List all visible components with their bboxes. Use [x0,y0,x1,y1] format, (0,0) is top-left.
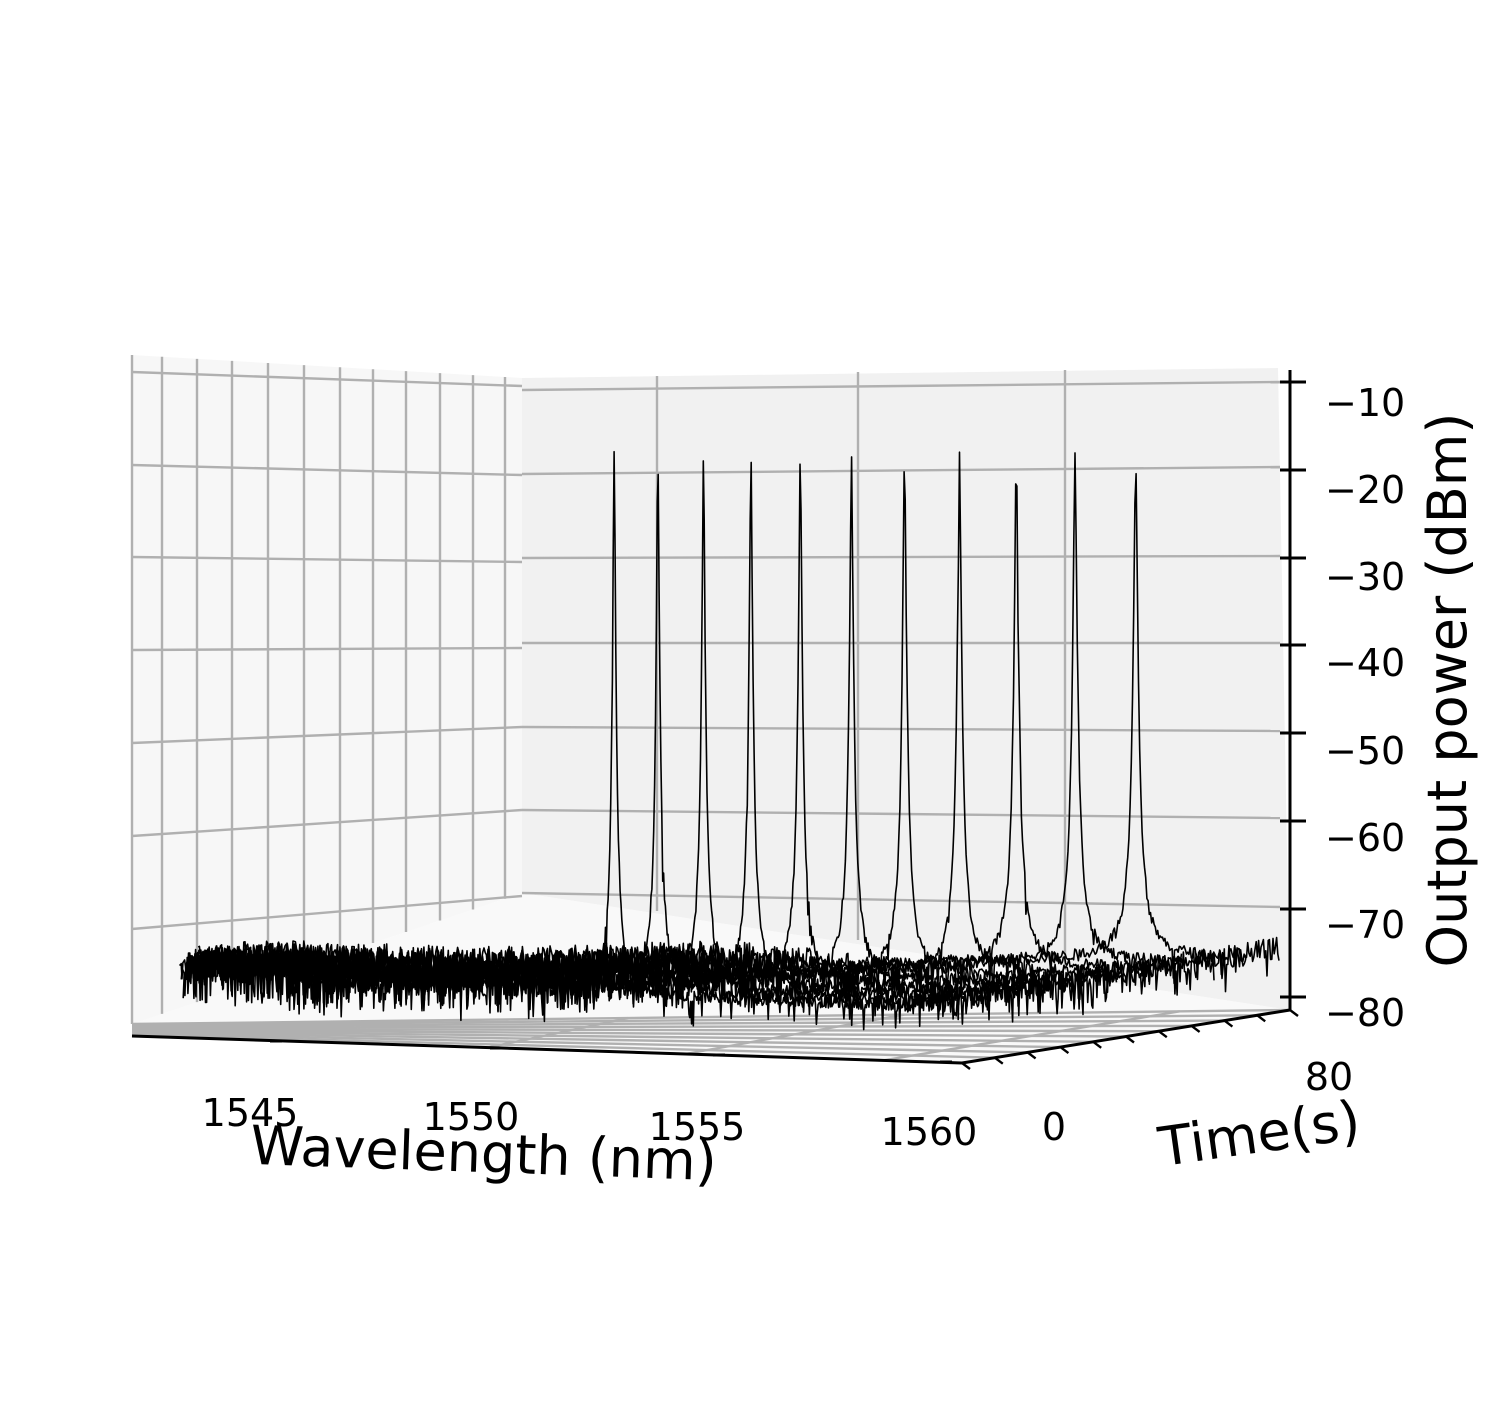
grid-lines [130,355,1291,1065]
left-wall-hgrid-2 [131,555,523,564]
spectra-series [178,450,1280,1031]
y-tick-mark-8 [1223,1019,1234,1028]
back-wall-hgrid-0 [521,380,1281,392]
z-tick-label-7: −80 [1325,991,1405,1035]
floor-gridline-t56 [131,1024,1192,1029]
z-tick-label-6: −70 [1325,903,1405,947]
tick-labels: 1545 1550 1555 1560 0 80 −10 −20 −30 −40 −50 −60 −70… [202,381,1406,1154]
back-pane [522,368,1290,1010]
floor-gridline-t32 [131,1030,1094,1043]
y-tick-mark-10 [1289,1009,1299,1017]
floor-gridline-t80 [131,1008,1291,1026]
x-tick-label-1: 1550 [423,1095,520,1139]
x-tick-label-0: 1545 [202,1091,299,1135]
left-wall-hgrid-6 [131,894,523,931]
spectrum-line-t80 [197,472,1280,997]
floor-gridline-t24 [131,1031,1061,1049]
y-tick-mark-1 [994,1056,1004,1065]
y-axis-label: Time(s) [1154,1088,1364,1179]
floor-gridline-t64 [131,1019,1225,1028]
spectrum-line-t72 [195,452,1248,997]
y-tick-mark-3 [1059,1046,1070,1055]
left-wall-hgrid-3 [131,646,523,652]
x-tick-label-2: 1555 [649,1105,746,1149]
left-wall-hgrid-4 [131,725,523,745]
z-tick-label-0: −10 [1325,381,1405,425]
y-tick-mark-2 [1026,1051,1037,1060]
y-tick-mark-6 [1158,1030,1168,1039]
y-tick-mark-7 [1190,1024,1201,1033]
x-axis-label: Wavelength (nm) [249,1114,717,1193]
axes-lines [131,370,1306,1070]
y-tick-mark-5 [1125,1035,1135,1044]
back-wall-hgrid-5 [521,808,1281,820]
z-axis-label: Output power (dBm) [1416,413,1479,968]
floor-gridline-x1 [487,1016,629,1049]
z-tick-label-3: −40 [1325,641,1405,685]
back-wall-hgrid-6 [521,891,1281,909]
z-tick-label-4: −50 [1325,729,1405,773]
z-tick-label-5: −60 [1325,816,1405,860]
y-tick-mark-9 [1256,1014,1266,1023]
z-tick-label-1: −20 [1325,468,1405,512]
floor-gridline-t40 [131,1028,1127,1038]
z-tick-label-2: −30 [1325,555,1405,599]
floor-gridline-t48 [131,1027,1159,1033]
floor-gridline-x0 [289,1020,353,1043]
floor-gridline-x3 [882,1010,1180,1062]
left-wall-hgrid-1 [131,463,523,477]
y-tick-mark-0 [961,1062,971,1070]
x-tick-label-3: 1560 [881,1110,978,1154]
floor-gridline-t16 [131,1032,1028,1054]
floor-gridline-t8 [131,1033,995,1059]
back-wall-hgrid-2 [521,554,1281,560]
back-wall-hgrid-1 [521,465,1281,476]
floor-gridline-x2 [685,1013,905,1056]
y-tick-mark-4 [1092,1040,1102,1049]
left-wall-hgrid-0 [131,370,523,388]
floor-gridline-t72 [131,1014,1258,1027]
left-pane [132,355,522,1024]
left-wall-hgrid-5 [131,808,523,838]
y-tick-label-0: 0 [1042,1105,1066,1149]
y-tick-label-1: 80 [1305,1055,1353,1099]
